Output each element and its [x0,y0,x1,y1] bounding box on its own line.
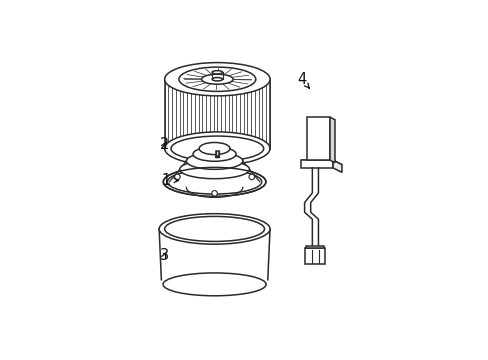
Text: 1: 1 [161,173,178,188]
Polygon shape [306,117,329,160]
Text: 2: 2 [160,137,169,152]
Polygon shape [301,160,332,168]
Ellipse shape [199,143,229,154]
Ellipse shape [193,147,236,161]
Ellipse shape [163,167,265,196]
Ellipse shape [179,67,255,91]
Ellipse shape [186,153,242,169]
Ellipse shape [167,170,261,194]
Text: 3: 3 [160,248,169,263]
Ellipse shape [215,156,219,157]
Text: 4: 4 [297,72,309,88]
Ellipse shape [179,160,249,179]
Bar [305,248,325,264]
Ellipse shape [159,214,269,244]
Polygon shape [301,160,341,165]
Ellipse shape [215,156,219,157]
Ellipse shape [201,74,233,84]
Ellipse shape [164,132,269,165]
Ellipse shape [171,136,263,161]
Polygon shape [186,187,242,197]
Circle shape [211,190,217,196]
Ellipse shape [163,273,265,296]
Circle shape [174,174,180,180]
Ellipse shape [164,216,264,242]
Circle shape [248,174,254,180]
Ellipse shape [212,71,222,74]
Polygon shape [164,79,269,149]
Polygon shape [329,117,334,163]
Polygon shape [332,160,341,172]
Bar [215,151,219,157]
Bar [306,246,324,248]
Ellipse shape [212,77,222,81]
Ellipse shape [164,63,269,96]
